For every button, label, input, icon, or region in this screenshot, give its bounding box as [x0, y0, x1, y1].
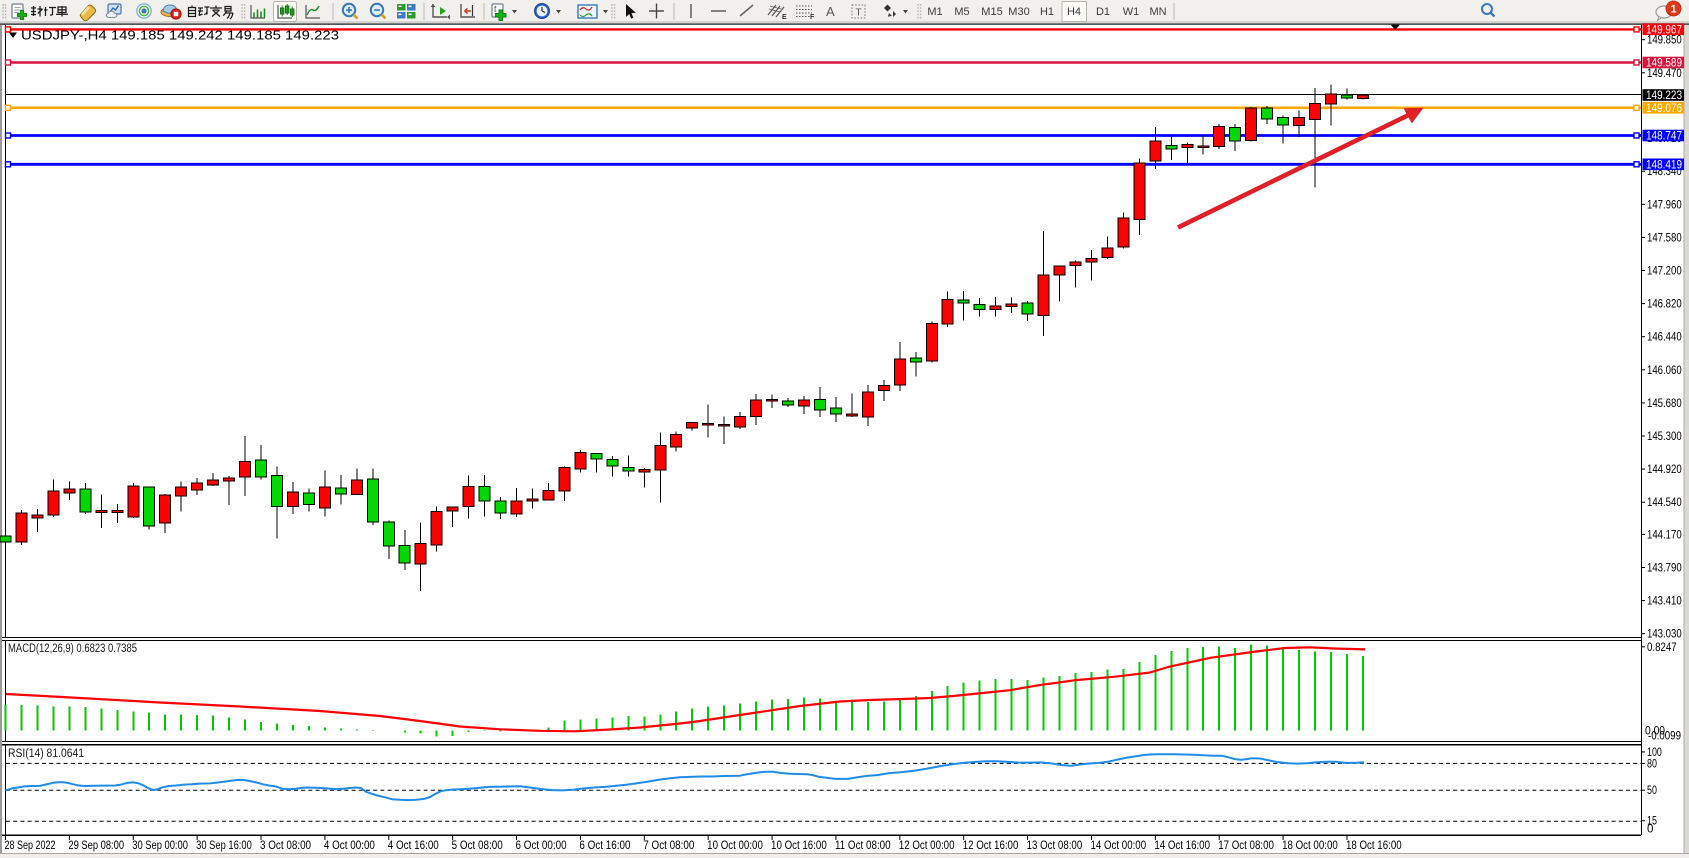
- svg-text:149.850: 149.850: [1647, 35, 1682, 47]
- svg-text:143.410: 143.410: [1647, 596, 1682, 608]
- svg-text:F: F: [810, 14, 815, 21]
- svg-text:14 Oct 00:00: 14 Oct 00:00: [1090, 840, 1146, 852]
- svg-text:147.200: 147.200: [1647, 266, 1682, 278]
- svg-text:13 Oct 08:00: 13 Oct 08:00: [1027, 840, 1083, 852]
- svg-text:149.589: 149.589: [1646, 58, 1682, 70]
- svg-text:143.790: 143.790: [1647, 563, 1682, 575]
- svg-text:149.223: 149.223: [1646, 90, 1682, 102]
- svg-text:0.8247: 0.8247: [1647, 642, 1677, 654]
- svg-text:USDJPY-,H4 149.185 149.242 14: USDJPY-,H4 149.185 149.242 149.185 149.2…: [21, 29, 339, 43]
- svg-text:0.00: 0.00: [1645, 726, 1665, 738]
- svg-text:144.540: 144.540: [1647, 497, 1682, 509]
- svg-text:4 Oct 16:00: 4 Oct 16:00: [388, 840, 439, 852]
- svg-text:0: 0: [1647, 824, 1653, 836]
- svg-text:1: 1: [1670, 4, 1676, 16]
- svg-text:10 Oct 00:00: 10 Oct 00:00: [707, 840, 763, 852]
- svg-text:f: f: [494, 5, 497, 14]
- svg-text:MN: MN: [1149, 6, 1166, 18]
- svg-text:D1: D1: [1096, 6, 1110, 18]
- svg-text:-0.0099: -0.0099: [1648, 731, 1681, 743]
- svg-text:29 Sep 08:00: 29 Sep 08:00: [68, 840, 124, 852]
- svg-text:146.440: 146.440: [1647, 332, 1682, 344]
- svg-text:147.960: 147.960: [1647, 199, 1682, 211]
- svg-text:149.076: 149.076: [1646, 103, 1682, 115]
- svg-text:14 Oct 16:00: 14 Oct 16:00: [1154, 840, 1210, 852]
- svg-text:RSI(14) 81.0641: RSI(14) 81.0641: [8, 748, 84, 760]
- svg-text:4 Oct 00:00: 4 Oct 00:00: [324, 840, 375, 852]
- svg-text:5 Oct 08:00: 5 Oct 08:00: [452, 840, 503, 852]
- svg-text:28 Sep 2022: 28 Sep 2022: [5, 840, 56, 852]
- svg-text:M1: M1: [927, 6, 942, 18]
- svg-text:E: E: [782, 14, 787, 21]
- svg-text:146.060: 146.060: [1647, 365, 1682, 377]
- svg-text:143.030: 143.030: [1647, 629, 1682, 641]
- svg-text:12 Oct 16:00: 12 Oct 16:00: [963, 840, 1019, 852]
- svg-text:15: 15: [1647, 816, 1657, 828]
- svg-text:30 Sep 00:00: 30 Sep 00:00: [132, 840, 188, 852]
- svg-text:M15: M15: [981, 6, 1002, 18]
- svg-text:147.580: 147.580: [1647, 232, 1682, 244]
- svg-text:145.680: 145.680: [1647, 398, 1682, 410]
- svg-text:H1: H1: [1040, 6, 1054, 18]
- svg-text:148.419: 148.419: [1646, 160, 1682, 172]
- svg-text:100: 100: [1647, 747, 1662, 759]
- svg-text:18 Oct 00:00: 18 Oct 00:00: [1282, 840, 1338, 852]
- svg-text:10 Oct 16:00: 10 Oct 16:00: [771, 840, 827, 852]
- svg-text:6 Oct 16:00: 6 Oct 16:00: [579, 840, 630, 852]
- svg-text:30 Sep 16:00: 30 Sep 16:00: [196, 840, 252, 852]
- svg-text:144.920: 144.920: [1647, 464, 1682, 476]
- svg-text:T: T: [856, 8, 862, 19]
- svg-text:144.170: 144.170: [1647, 529, 1682, 541]
- svg-text:50: 50: [1647, 785, 1657, 797]
- svg-text:148.747: 148.747: [1646, 131, 1682, 143]
- svg-text:6 Oct 00:00: 6 Oct 00:00: [516, 840, 567, 852]
- svg-text:18 Oct 16:00: 18 Oct 16:00: [1346, 840, 1402, 852]
- svg-text:M5: M5: [954, 6, 969, 18]
- svg-text:145.300: 145.300: [1647, 431, 1682, 443]
- svg-text:11 Oct 08:00: 11 Oct 08:00: [835, 840, 891, 852]
- svg-text:3 Oct 08:00: 3 Oct 08:00: [260, 840, 311, 852]
- svg-text:17 Oct 08:00: 17 Oct 08:00: [1218, 840, 1274, 852]
- svg-text:W1: W1: [1123, 6, 1140, 18]
- svg-text:A: A: [826, 4, 835, 19]
- svg-text:7 Oct 08:00: 7 Oct 08:00: [643, 840, 694, 852]
- svg-text:80: 80: [1647, 758, 1657, 770]
- svg-text:149.470: 149.470: [1647, 68, 1682, 80]
- svg-text:149.967: 149.967: [1646, 25, 1682, 37]
- svg-text:MACD(12,26,9) 0.6823 0.7385: MACD(12,26,9) 0.6823 0.7385: [8, 643, 137, 655]
- svg-text:M30: M30: [1008, 6, 1029, 18]
- svg-text:H4: H4: [1067, 6, 1081, 18]
- svg-text:12 Oct 00:00: 12 Oct 00:00: [899, 840, 955, 852]
- svg-text:146.820: 146.820: [1647, 299, 1682, 311]
